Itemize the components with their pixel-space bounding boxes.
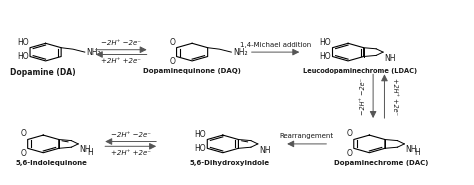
Text: 1,4-Michael addition: 1,4-Michael addition [240, 41, 311, 48]
Text: HO: HO [194, 130, 206, 139]
Text: −2H⁺ −2e⁻: −2H⁺ −2e⁻ [110, 132, 151, 138]
Text: NH: NH [80, 145, 91, 154]
Text: H: H [88, 148, 93, 157]
Text: HO: HO [17, 38, 28, 47]
Text: Dopamine (DA): Dopamine (DA) [10, 68, 76, 77]
Text: O: O [169, 57, 175, 66]
Text: O: O [346, 129, 352, 138]
Text: O: O [20, 149, 26, 158]
Text: NH₂: NH₂ [233, 48, 248, 57]
Text: +2H⁺ +2e⁻: +2H⁺ +2e⁻ [101, 58, 141, 64]
Text: +2H⁺ +2e⁻: +2H⁺ +2e⁻ [110, 150, 151, 156]
Text: NH: NH [259, 146, 271, 155]
Text: O: O [346, 149, 352, 158]
Text: HO: HO [319, 52, 331, 61]
Text: HO: HO [17, 52, 28, 61]
Text: O: O [169, 38, 175, 47]
Text: NH₂: NH₂ [87, 48, 101, 57]
Text: −2H⁺ −2e⁻: −2H⁺ −2e⁻ [101, 40, 141, 46]
Text: Leucodopaminechrome (LDAC): Leucodopaminechrome (LDAC) [303, 68, 417, 74]
Text: 5,6-Dihydroxyindole: 5,6-Dihydroxyindole [190, 159, 270, 166]
Text: Dopaminequinone (DAQ): Dopaminequinone (DAQ) [143, 68, 241, 74]
Text: H: H [414, 148, 419, 157]
Text: HO: HO [319, 38, 331, 47]
Text: −2H⁺ −2e⁻: −2H⁺ −2e⁻ [360, 78, 366, 115]
Text: 5,6-Indolequinone: 5,6-Indolequinone [16, 159, 88, 166]
Text: NH: NH [384, 54, 396, 63]
Text: NH: NH [406, 145, 417, 154]
Text: +2H⁺ +2e⁻: +2H⁺ +2e⁻ [392, 78, 398, 115]
Text: O: O [20, 129, 26, 138]
Text: Dopaminechrome (DAC): Dopaminechrome (DAC) [334, 159, 428, 166]
Text: HO: HO [194, 144, 206, 153]
Text: Rearrangement: Rearrangement [280, 133, 334, 139]
